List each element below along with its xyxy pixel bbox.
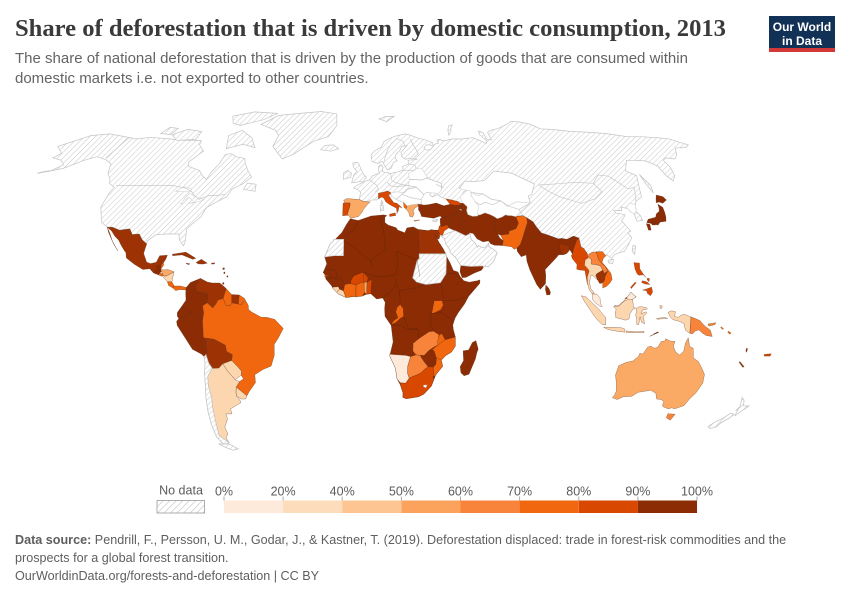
svg-text:0%: 0%	[215, 485, 233, 499]
svg-text:20%: 20%	[271, 485, 296, 499]
svg-text:40%: 40%	[330, 485, 355, 499]
svg-text:60%: 60%	[448, 485, 473, 499]
svg-text:90%: 90%	[625, 485, 650, 499]
svg-text:80%: 80%	[566, 485, 591, 499]
svg-text:70%: 70%	[507, 485, 532, 499]
svg-text:No data: No data	[159, 484, 203, 498]
svg-text:100%: 100%	[681, 485, 713, 499]
svg-text:50%: 50%	[389, 485, 414, 499]
